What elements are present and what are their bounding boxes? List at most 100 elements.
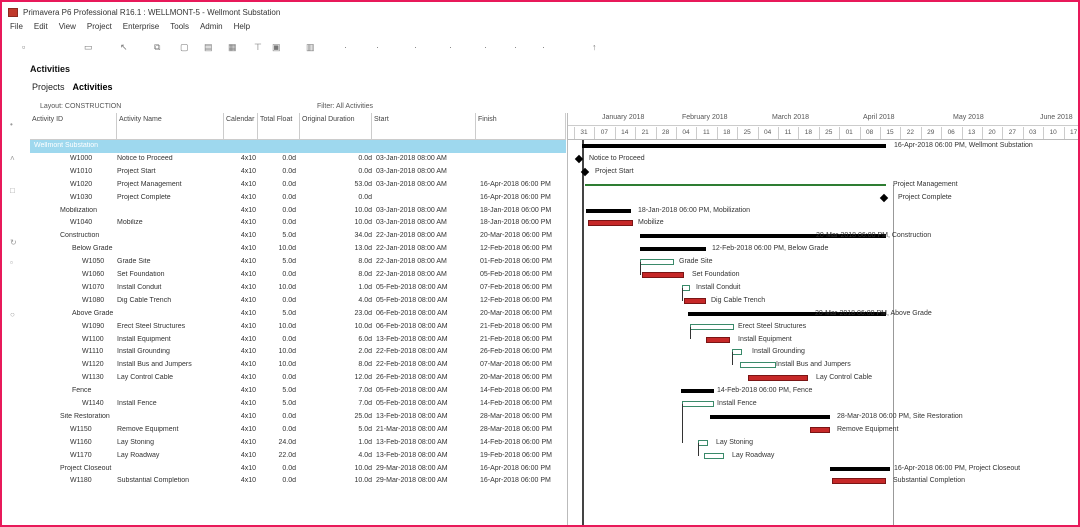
- cal-cell: 4x10: [240, 258, 256, 266]
- table-row[interactable]: Mobilization 4x10 0.0d 10.0d 03-Jan-2018 08:…: [30, 205, 566, 218]
- paste-icon[interactable]: ▢: [180, 42, 189, 52]
- float-bar[interactable]: [682, 284, 690, 291]
- table-row[interactable]: Site Restoration 4x10 0.0d 25.0d 13-Feb-2018…: [30, 411, 566, 424]
- table-row[interactable]: W1060 Set Foundation 4x10 0.0d 8.0d 22-Jan-20…: [30, 269, 566, 282]
- menu-view[interactable]: View: [58, 22, 76, 31]
- tab-projects[interactable]: Projects: [32, 82, 65, 92]
- summary-bar[interactable]: [830, 466, 890, 471]
- table-row[interactable]: Fence 4x10 5.0d 7.0d 05-Feb-2018 08:00 AM 14-…: [30, 385, 566, 398]
- menu-file[interactable]: File: [10, 22, 23, 31]
- col-activity-name[interactable]: Activity Name: [117, 113, 224, 140]
- table-row[interactable]: W1150 Remove Equipment 4x10 0.0d 5.0d 21-Mar-…: [30, 424, 566, 437]
- col-original-duration[interactable]: Original Duration: [300, 113, 372, 140]
- float-bar[interactable]: [640, 259, 674, 266]
- table-row[interactable]: W1030 Project Complete 4x10 0.0d 0.0d 16-Apr-…: [30, 192, 566, 205]
- zoom-icon[interactable]: ·: [514, 42, 517, 52]
- splitter[interactable]: [567, 113, 568, 525]
- table-row[interactable]: W1010 Project Start 4x10 0.0d 0.0d 03-Jan-201…: [30, 166, 566, 179]
- activity-bar[interactable]: [642, 272, 684, 278]
- table-row[interactable]: W1050 Grade Site 4x10 5.0d 8.0d 22-Jan-2018 0…: [30, 256, 566, 269]
- col-calendar[interactable]: Calendar: [224, 113, 258, 140]
- table-row[interactable]: W1170 Lay Roadway 4x10 22.0d 4.0d 13-Feb-2018…: [30, 450, 566, 463]
- menu-admin[interactable]: Admin: [199, 22, 223, 31]
- cursor-icon[interactable]: ↖: [120, 42, 128, 52]
- table-row[interactable]: Wellmont Substation: [30, 140, 566, 153]
- float-bar[interactable]: [740, 362, 776, 369]
- box-icon[interactable]: ▫: [10, 258, 13, 267]
- menu-project[interactable]: Project: [86, 22, 112, 31]
- table-row[interactable]: W1180 Substantial Completion 4x10 0.0d 10.0d…: [30, 475, 566, 488]
- summary-bar[interactable]: [640, 247, 706, 252]
- link-icon[interactable]: ·: [484, 42, 487, 52]
- refresh-icon[interactable]: ↻: [10, 238, 17, 247]
- col-activity-id[interactable]: Activity ID: [30, 113, 117, 140]
- summary-bar[interactable]: [710, 414, 830, 419]
- columns-icon[interactable]: ▥: [306, 42, 315, 52]
- filter-icon[interactable]: ⊤: [254, 42, 262, 52]
- activity-bar[interactable]: [832, 478, 886, 485]
- table-row[interactable]: Construction 4x10 5.0d 34.0d 22-Jan-2018 08:…: [30, 230, 566, 243]
- table-row[interactable]: W1070 Install Conduit 4x10 10.0d 1.0d 05-Feb-…: [30, 282, 566, 295]
- table-row[interactable]: W1000 Notice to Proceed 4x10 0.0d 0.0d 03-Jan…: [30, 153, 566, 166]
- table-row[interactable]: Project Closeout 4x10 0.0d 10.0d 29-Mar-2018…: [30, 463, 566, 476]
- arrow-up-icon[interactable]: ↑: [592, 42, 597, 52]
- milestone-marker[interactable]: [879, 193, 889, 202]
- menu-edit[interactable]: Edit: [33, 22, 48, 31]
- print-icon[interactable]: ▣: [272, 42, 281, 52]
- table-row[interactable]: Above Grade 4x10 5.0d 23.0d 06-Feb-2018 08:0…: [30, 308, 566, 321]
- tab-activities[interactable]: Activities: [72, 82, 113, 92]
- table-row[interactable]: W1020 Project Management 4x10 0.0d 53.0d 03-J…: [30, 179, 566, 192]
- grid-icon[interactable]: ▦: [228, 42, 237, 52]
- name-cell: Install Bus and Jumpers: [117, 361, 192, 369]
- activity-bar[interactable]: [684, 297, 706, 304]
- activity-bar[interactable]: [706, 336, 730, 343]
- schedule-icon[interactable]: ·: [414, 42, 417, 52]
- timescale-icon[interactable]: ·: [542, 42, 545, 52]
- filter-label[interactable]: Filter: All Activities: [317, 103, 374, 110]
- float-bar[interactable]: [682, 401, 714, 407]
- layout-icon[interactable]: ▤: [204, 42, 213, 52]
- table-row[interactable]: W1160 Lay Stoning 4x10 24.0d 1.0d 13-Feb-2018…: [30, 437, 566, 450]
- summary-bar[interactable]: [586, 208, 631, 213]
- float-bar[interactable]: [690, 323, 734, 330]
- level-icon[interactable]: ·: [449, 42, 452, 52]
- activity-bar[interactable]: [748, 375, 808, 382]
- table-row[interactable]: W1080 Dig Cable Trench 4x10 0.0d 4.0d 05-Feb-…: [30, 295, 566, 308]
- table-row[interactable]: W1110 Install Grounding 4x10 10.0d 2.0d 22-Fe…: [30, 346, 566, 359]
- start-cell: 05-Feb-2018 08:00 AM: [376, 296, 448, 304]
- layout-label[interactable]: Layout: CONSTRUCTION: [40, 103, 122, 110]
- col-start[interactable]: Start: [372, 113, 476, 140]
- group-icon[interactable]: ·: [344, 42, 347, 52]
- summary-bar[interactable]: [582, 144, 886, 148]
- activity-bar[interactable]: [810, 426, 830, 433]
- scroll-up-icon[interactable]: ˄: [10, 154, 15, 163]
- menu-tools[interactable]: Tools: [170, 22, 189, 31]
- sort-icon[interactable]: ·: [376, 42, 379, 52]
- float-bar[interactable]: [732, 349, 742, 356]
- col-total-float[interactable]: Total Float: [258, 113, 300, 140]
- summary-bar[interactable]: [688, 311, 886, 316]
- table-row[interactable]: W1040 Mobilize 4x10 0.0d 10.0d 03-Jan-2018 08…: [30, 217, 566, 230]
- float-bar[interactable]: [704, 452, 724, 459]
- expand-icon[interactable]: ○: [10, 310, 15, 319]
- cal-cell: 4x10: [240, 245, 256, 253]
- loe-bar[interactable]: [585, 183, 886, 186]
- menu-help[interactable]: Help: [233, 22, 251, 31]
- copy-icon[interactable]: ⧉: [154, 42, 161, 52]
- col-finish[interactable]: Finish: [476, 113, 566, 140]
- table-row[interactable]: W1120 Install Bus and Jumpers 4x10 10.0d 8.0…: [30, 359, 566, 372]
- open-icon[interactable]: ▭: [84, 42, 93, 52]
- table-row[interactable]: Below Grade 4x10 10.0d 13.0d 22-Jan-2018 08:…: [30, 243, 566, 256]
- activity-bar[interactable]: [588, 220, 633, 227]
- dot-icon[interactable]: •: [10, 120, 13, 129]
- summary-bar[interactable]: [681, 389, 714, 394]
- summary-bar[interactable]: [640, 234, 886, 239]
- panel-icon[interactable]: □: [10, 186, 15, 195]
- table-row[interactable]: W1130 Lay Control Cable 4x10 0.0d 12.0d 26-Fe…: [30, 372, 566, 385]
- table-row[interactable]: W1090 Erect Steel Structures 4x10 10.0d 10.0…: [30, 321, 566, 334]
- float-bar[interactable]: [698, 439, 708, 446]
- table-row[interactable]: W1140 Install Fence 4x10 5.0d 7.0d 05-Feb-201…: [30, 398, 566, 411]
- new-icon[interactable]: ▫: [22, 42, 26, 52]
- menu-enterprise[interactable]: Enterprise: [122, 22, 160, 31]
- table-row[interactable]: W1100 Install Equipment 4x10 0.0d 6.0d 13-Feb…: [30, 334, 566, 347]
